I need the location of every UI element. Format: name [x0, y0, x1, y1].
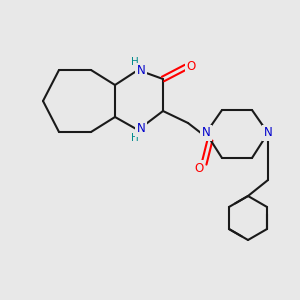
Text: H: H	[131, 57, 139, 67]
Text: N: N	[136, 64, 146, 77]
Text: N: N	[202, 127, 210, 140]
Text: H: H	[131, 133, 139, 143]
Text: O: O	[194, 161, 204, 175]
Text: N: N	[264, 127, 272, 140]
Text: N: N	[136, 122, 146, 136]
Text: O: O	[186, 61, 196, 74]
